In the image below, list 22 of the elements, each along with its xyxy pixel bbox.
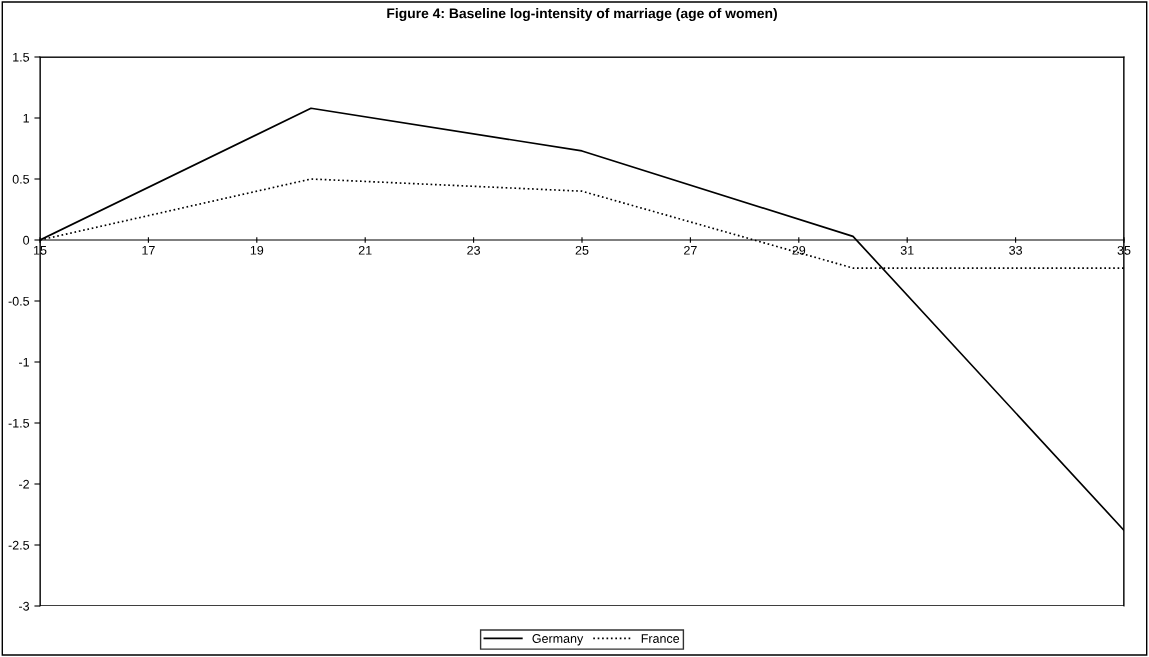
- x-tick-label: 19: [250, 245, 264, 255]
- y-tick-label: 0.5: [12, 174, 30, 184]
- legend-label: Germany: [532, 634, 584, 646]
- y-tick-label: 1.5: [13, 52, 30, 62]
- legend-label: France: [641, 634, 680, 643]
- y-tick-label: 0: [23, 235, 30, 245]
- x-tick-label: 27: [684, 245, 697, 255]
- chart-title: Figure 4: Baseline log-intensity of marriage (age of women): [387, 8, 777, 22]
- y-tick-label: -1: [19, 357, 29, 367]
- x-tick-label: 29: [792, 245, 806, 255]
- x-tick-label: 33: [1009, 245, 1022, 255]
- y-tick-label: 1: [23, 113, 29, 123]
- x-tick-label: 17: [142, 246, 155, 255]
- y-tick-label: -1.5: [8, 418, 30, 428]
- x-tick-label: 31: [900, 245, 914, 255]
- y-tick-label: -3: [19, 601, 30, 611]
- x-tick-label: 21: [358, 245, 372, 255]
- y-tick-label: -0.5: [8, 296, 30, 306]
- y-tick-label: -2.5: [8, 540, 30, 550]
- x-tick-label: 25: [575, 245, 589, 255]
- x-tick-label: 23: [467, 245, 480, 255]
- y-tick-label: -2: [19, 479, 29, 489]
